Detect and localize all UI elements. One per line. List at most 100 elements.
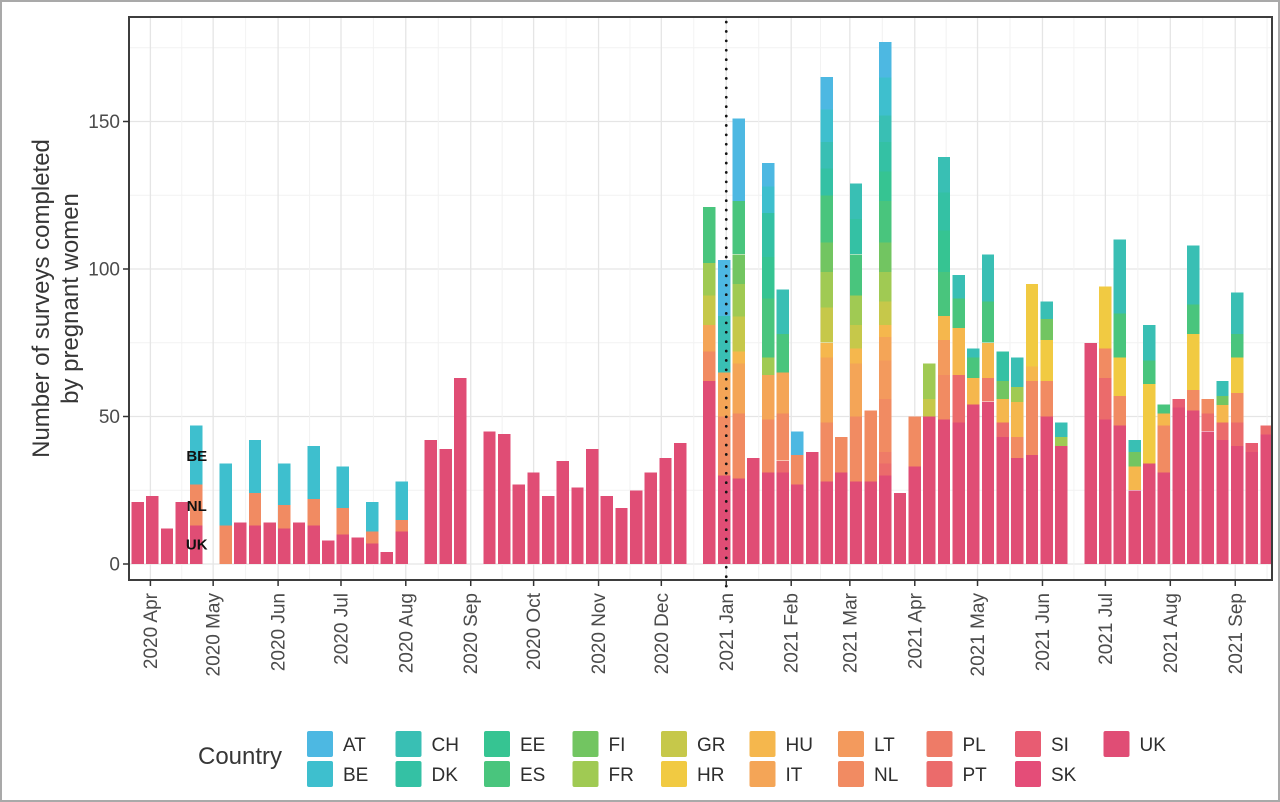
bar-segment-SI (1172, 398, 1185, 408)
bar-segment-NL (1025, 381, 1039, 455)
bar-week-25 (498, 434, 511, 564)
bar-segment-UK (498, 434, 511, 564)
bar-segment-HR (1025, 283, 1039, 367)
bar-week-9 (263, 522, 276, 564)
bar-segment-PT (879, 463, 892, 476)
bar-segment-UK (424, 440, 438, 564)
bar-week-15 (351, 537, 364, 565)
bar-segment-NL (717, 416, 731, 476)
bar-week-50 (864, 410, 877, 564)
bar-segment-UK (454, 378, 467, 564)
bar-segment-ES (703, 207, 716, 264)
bar-segment-CH (1187, 245, 1200, 305)
bar-segment-ES (981, 301, 995, 343)
bar-segment-NL (1231, 392, 1244, 423)
legend-swatch-NL (838, 761, 864, 787)
x-tick-label-10: 2021 Feb (782, 593, 803, 673)
bar-week-51 (879, 41, 892, 564)
bar-week-74 (1216, 381, 1229, 564)
annotation-NL: NL (187, 498, 207, 515)
bar-segment-NL (190, 484, 203, 526)
legend-label-PT: PT (963, 765, 988, 786)
bar-segment-DK (761, 212, 775, 258)
bar-week-70 (1157, 404, 1171, 565)
bar-segment-NL (1113, 395, 1127, 426)
bar-segment-ES (849, 254, 863, 296)
bar-week-69 (1143, 325, 1156, 564)
bar-segment-NL (879, 398, 892, 452)
bar-segment-GR (923, 398, 936, 417)
bar-segment-UK (835, 472, 848, 565)
bar-segment-UK (615, 507, 628, 564)
legend-swatch-GR (661, 731, 687, 757)
bar-segment-NL (1187, 389, 1200, 411)
bar-segment-UK (703, 381, 716, 564)
bar-segment-BE (820, 109, 833, 143)
bar-segment-ES (1113, 313, 1127, 358)
bar-week-3 (175, 502, 188, 565)
bar-segment-ES (1143, 360, 1156, 384)
legend-swatch-AT (307, 731, 333, 757)
legend-swatch-SK (1015, 761, 1041, 787)
bar-segment-BE (219, 463, 232, 526)
bar-segment-HU (937, 316, 951, 340)
bar-segment-HR (1113, 357, 1127, 396)
x-tick-label-4: 2020 Aug (396, 593, 417, 673)
bar-segment-UK (351, 537, 364, 565)
bar-segment-UK (879, 475, 892, 564)
bar-segment-ES (967, 357, 980, 379)
bar-segment-UK (1040, 416, 1053, 564)
bar-segment-IT (732, 363, 745, 414)
bar-segment-BE (307, 446, 320, 500)
bar-segment-FR (820, 271, 833, 308)
bar-segment-GR (879, 301, 892, 325)
bar-segment-UK (805, 451, 819, 564)
bar-segment-CH (1143, 325, 1156, 361)
bar-week-71 (1172, 398, 1185, 564)
bar-segment-CH (820, 142, 833, 169)
bar-segment-BE (248, 440, 262, 494)
bar-segment-IT (849, 363, 863, 417)
bar-week-36 (659, 457, 672, 564)
bar-week-54 (923, 363, 936, 564)
bar-week-44 (776, 289, 789, 565)
bar-week-76 (1245, 443, 1259, 564)
bar-week-60 (1011, 357, 1024, 564)
bar-segment-NL (1099, 348, 1112, 379)
bar-segment-SI (1245, 443, 1259, 452)
bar-week-46 (805, 451, 819, 564)
x-tick-label-1: 2020 May (204, 593, 225, 677)
bar-segment-UK (556, 460, 569, 565)
bar-week-20 (424, 440, 438, 564)
legend-swatch-EE (484, 731, 510, 757)
bar-segment-UK (1099, 419, 1112, 564)
bar-segment-BE (190, 425, 203, 485)
bar-segment-HR (1187, 333, 1200, 390)
bar-segment-UK (542, 496, 555, 564)
bar-segment-ES (879, 201, 892, 243)
bar-week-77 (1260, 425, 1273, 564)
bar-segment-UK (952, 422, 965, 564)
bar-segment-CH (849, 183, 863, 219)
bar-segment-HU (1025, 366, 1039, 382)
bar-segment-UK (160, 528, 174, 564)
legend-label-HU: HU (786, 735, 813, 756)
legend-swatch-UK (1103, 731, 1130, 757)
bar-segment-UK (1157, 472, 1171, 565)
bar-segment-UK (380, 552, 394, 564)
bar-segment-CH (1231, 292, 1244, 334)
bar-segment-UK (439, 448, 452, 564)
legend-swatch-ES (484, 761, 510, 787)
bar-segment-DK (996, 351, 1009, 382)
bar-segment-UK (366, 543, 379, 565)
bar-segment-UK (1055, 446, 1068, 564)
bar-week-22 (454, 378, 467, 564)
bar-segment-UK (1172, 407, 1185, 564)
bar-week-7 (234, 522, 247, 564)
bar-segment-UK (586, 448, 599, 564)
bar-segment-HU (879, 325, 892, 337)
y-axis-title-line1: Number of surveys completed (28, 139, 55, 458)
bar-segment-UK (307, 525, 320, 564)
bar-week-43 (761, 162, 775, 565)
bar-segment-UK (1113, 425, 1127, 565)
